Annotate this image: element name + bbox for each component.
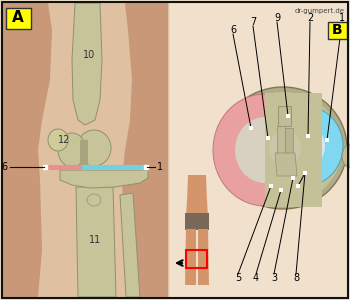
Text: 10: 10 [83,50,95,60]
Text: 6: 6 [230,25,236,35]
Ellipse shape [269,130,301,166]
Ellipse shape [342,144,350,168]
Text: A: A [12,11,24,26]
FancyBboxPatch shape [6,8,30,29]
Polygon shape [275,153,297,176]
Polygon shape [285,128,293,156]
Ellipse shape [219,87,347,209]
Text: 2: 2 [307,13,313,23]
Polygon shape [122,3,168,297]
Text: B: B [332,23,342,37]
Ellipse shape [267,106,343,186]
Polygon shape [72,3,102,125]
Polygon shape [187,175,207,203]
Text: 11: 11 [89,235,101,245]
Text: dr-gumpert.de: dr-gumpert.de [295,8,345,14]
Ellipse shape [235,117,295,183]
Ellipse shape [87,194,101,206]
Polygon shape [120,193,140,297]
Text: 5: 5 [235,273,241,283]
Polygon shape [185,213,209,230]
Text: 1: 1 [339,13,345,23]
Polygon shape [186,200,208,217]
Polygon shape [185,229,196,285]
Polygon shape [80,140,88,165]
Polygon shape [265,93,322,207]
Ellipse shape [224,92,342,204]
Polygon shape [45,165,82,170]
Polygon shape [76,187,116,297]
Bar [186,250,207,268]
Ellipse shape [48,129,68,151]
Text: 3: 3 [271,273,277,283]
FancyBboxPatch shape [328,22,346,38]
Ellipse shape [58,133,86,167]
Ellipse shape [285,124,325,168]
Ellipse shape [77,130,111,166]
Text: 8: 8 [293,273,299,283]
Ellipse shape [346,149,350,163]
Text: 7: 7 [250,17,256,27]
Ellipse shape [213,94,317,206]
Polygon shape [278,106,291,126]
Polygon shape [198,229,209,285]
Polygon shape [82,165,148,170]
Text: 9: 9 [274,13,280,23]
Text: 6: 6 [2,162,8,172]
Polygon shape [3,3,52,297]
Polygon shape [60,170,148,188]
Text: 12: 12 [58,135,70,145]
Text: 4: 4 [253,273,259,283]
Text: 1: 1 [157,162,163,172]
Polygon shape [277,126,285,153]
